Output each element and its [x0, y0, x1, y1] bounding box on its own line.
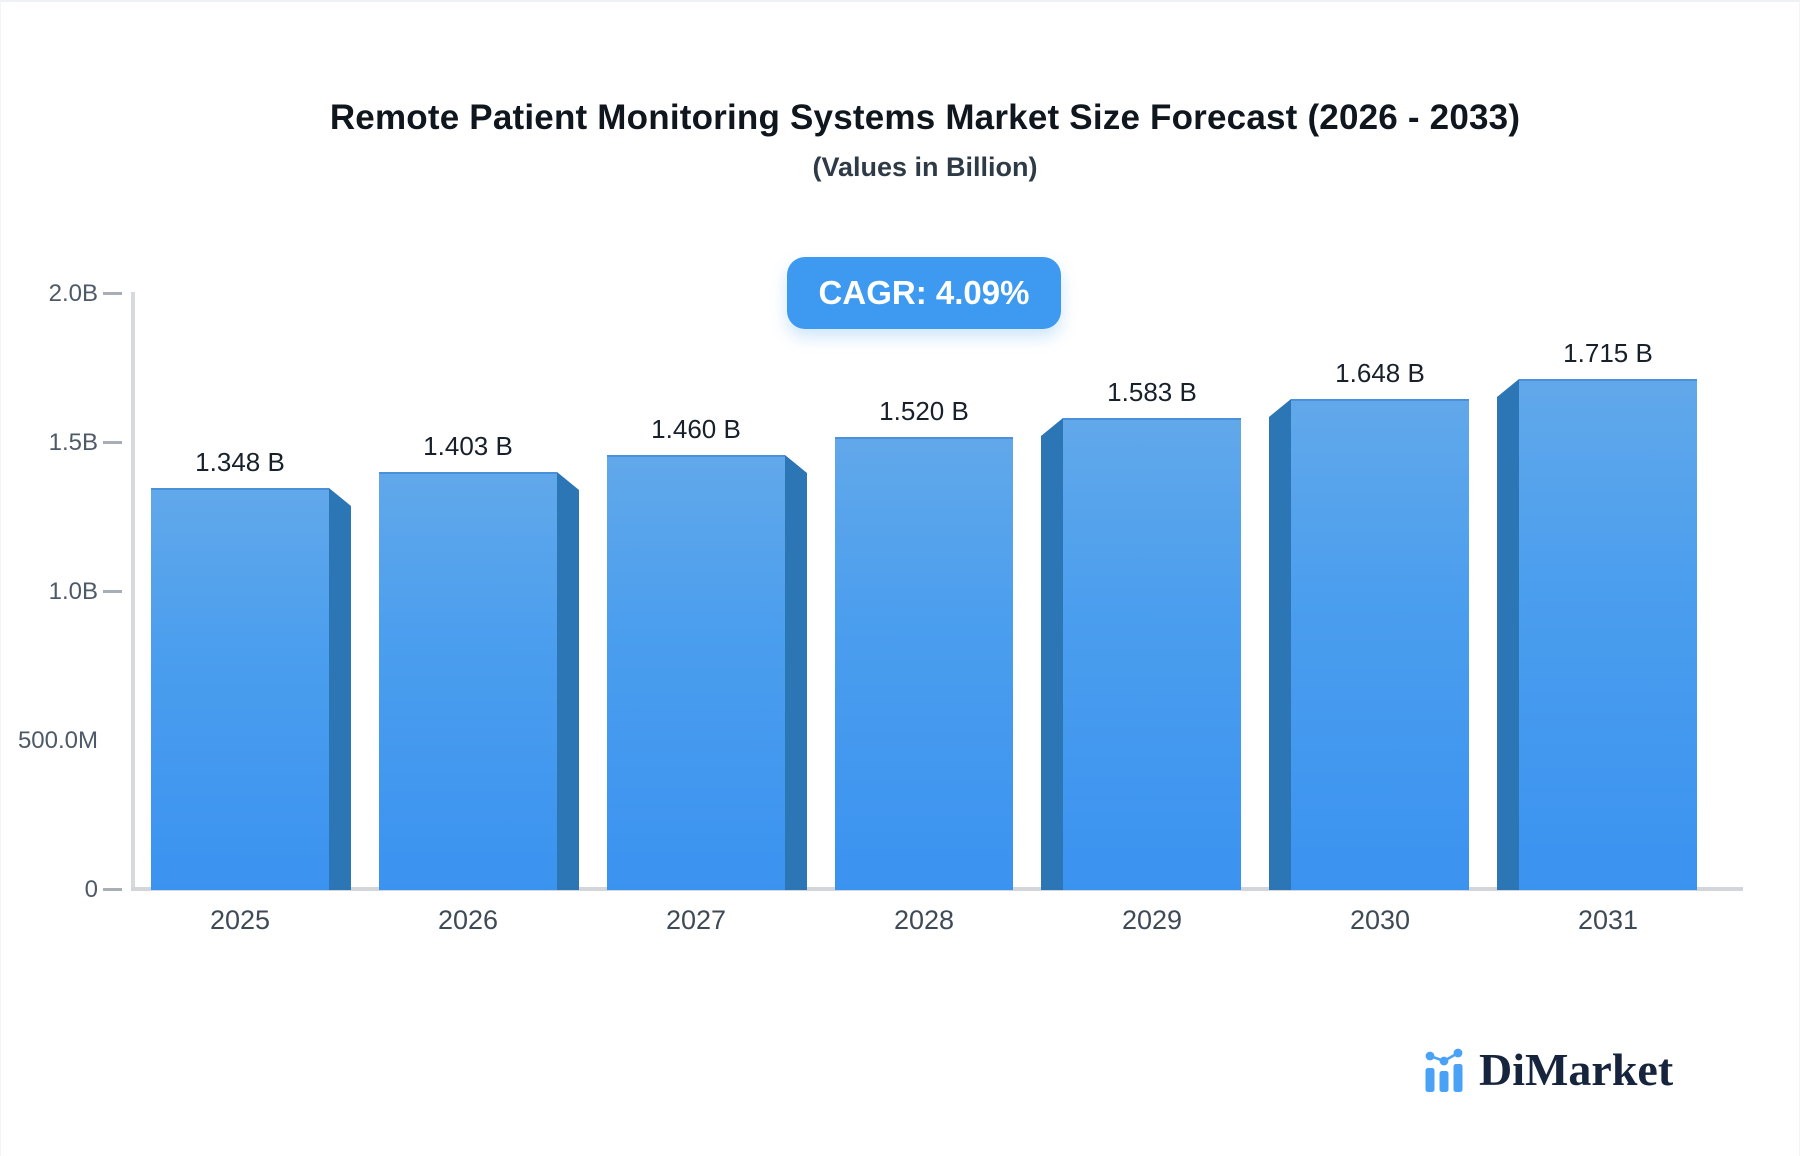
bar-2028[interactable] [835, 437, 1013, 890]
y-tick-label: 500.0M [17, 727, 98, 754]
bar-2026[interactable] [379, 472, 557, 890]
x-axis-label-2029: 2029 [1121, 905, 1183, 935]
bar-2025[interactable] [151, 488, 329, 890]
brand-name: DiMarket [1479, 1044, 1674, 1095]
y-tick-dash [103, 888, 122, 891]
bar-value-label: 1.583 B [1107, 377, 1197, 407]
bar-value-label: 1.715 B [1563, 338, 1653, 368]
brand-logo: DiMarket [1424, 1044, 1673, 1096]
bar-side-face [329, 488, 351, 890]
bar-side-face [785, 455, 807, 890]
bar-2029[interactable] [1063, 418, 1241, 890]
y-tick-label: 1.0B [48, 578, 98, 605]
bar-value-label: 1.403 B [423, 431, 513, 461]
x-axis-label-2025: 2025 [209, 905, 271, 935]
x-axis-label-2026: 2026 [437, 905, 499, 935]
bar-value-label: 1.648 B [1335, 358, 1425, 388]
bar-value-label: 1.520 B [879, 396, 969, 426]
y-tick-dash [103, 590, 122, 593]
y-tick-dash [103, 441, 122, 444]
y-tick-label: 0 [84, 876, 98, 903]
bar-value-label: 1.460 B [651, 414, 741, 444]
x-axis-label-2028: 2028 [893, 905, 955, 935]
cagr-badge: CAGR: 4.09% [787, 257, 1061, 329]
y-tick-dash [103, 292, 122, 295]
bar-value-label: 1.348 B [195, 447, 285, 477]
y-tick-label: 2.0B [48, 280, 98, 307]
chart-title: Remote Patient Monitoring Systems Market… [329, 98, 1521, 137]
chart-subtitle: (Values in Billion) [812, 152, 1038, 182]
chart-header: Remote Patient Monitoring Systems Market… [1, 2, 1799, 183]
bar-side-face [1269, 399, 1291, 890]
bar-side-face [1041, 418, 1063, 890]
bar-2030[interactable] [1291, 399, 1469, 890]
bar-side-face [557, 472, 579, 890]
bar-2027[interactable] [607, 455, 785, 890]
mini-bar-chart-icon [1425, 1048, 1463, 1092]
bar-side-face [1497, 379, 1519, 890]
x-axis-label-2027: 2027 [665, 905, 727, 935]
x-axis-label-2030: 2030 [1349, 905, 1411, 935]
bar-2031[interactable] [1519, 379, 1697, 890]
y-axis-line [131, 292, 135, 890]
x-axis-label-2031: 2031 [1577, 905, 1639, 935]
y-tick-label: 1.5B [48, 429, 98, 456]
